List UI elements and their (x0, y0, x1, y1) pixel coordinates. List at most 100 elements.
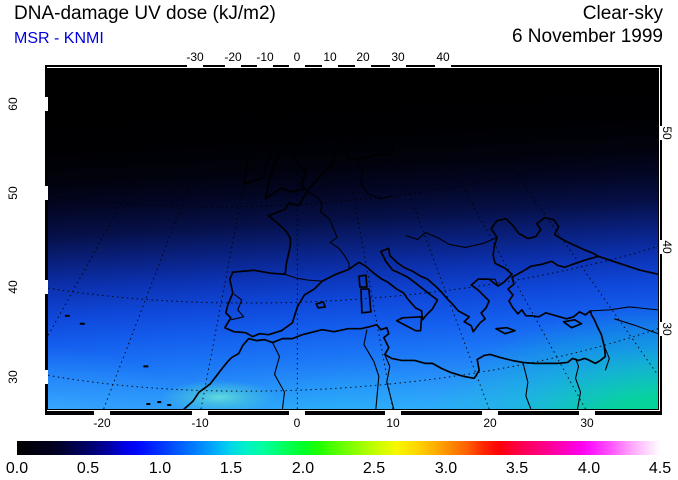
island-sardinia (360, 288, 372, 314)
europe-map-svg (48, 69, 658, 409)
right-axis-tick-label: 40 (660, 240, 674, 254)
bottom-axis-tick-label: 30 (580, 416, 594, 430)
left-axis-tick-label: 30 (6, 370, 20, 384)
border-tunisia-libya (384, 354, 395, 409)
left-axis-tick-label: 40 (6, 280, 20, 294)
island-mallorca (315, 301, 327, 309)
right-axis-tick-label: 50 (660, 126, 674, 140)
border-danube (405, 232, 498, 248)
meridian--30 (48, 69, 197, 337)
colorbar-tick-label: 3.0 (434, 460, 458, 477)
coastline-layer (183, 69, 658, 409)
bottom-axis-tick-mark (579, 411, 595, 415)
border-nile (574, 358, 582, 409)
coast-black-sea (490, 216, 600, 276)
bottom-axis-tick-mark (482, 411, 498, 415)
axis-line-top (45, 65, 662, 67)
top-axis-tick-label: -10 (256, 50, 274, 64)
axis-line-left (45, 65, 47, 415)
colorbar (17, 441, 660, 455)
bottom-axis-tick-mark (289, 411, 305, 415)
left-axis-tick-label: 60 (6, 97, 20, 111)
atlas-bright-patch (161, 380, 277, 409)
meridian--10 (200, 69, 267, 409)
bottom-axis-tick-mark (94, 411, 110, 415)
sky-condition-label: Clear-sky (582, 3, 663, 24)
colorbar-tick-label: 1.5 (219, 460, 243, 477)
left-axis-tick-mark (45, 370, 48, 384)
graticule-layer (48, 69, 658, 409)
bottom-axis-tick-label: 0 (293, 416, 301, 430)
top-axis-tick-mark (257, 65, 273, 68)
left-axis-tick-label: 50 (6, 186, 20, 200)
border-layer (230, 158, 658, 409)
island-corsica (358, 274, 368, 288)
colorbar-tick-label: 2.0 (291, 460, 315, 477)
top-axis-tick-label: 20 (356, 50, 370, 64)
colorbar-tick-label: 4.5 (648, 460, 672, 477)
top-axis-tick-mark (435, 65, 451, 68)
page-title: DNA-damage UV dose (kJ/m2) (14, 3, 276, 24)
meridian-20 (362, 69, 490, 409)
coast-europe-mainland (223, 97, 513, 338)
axis-line-bottom (45, 411, 662, 415)
bottom-axis-tick-label: -20 (93, 416, 111, 430)
top-axis-tick-label: 40 (436, 50, 450, 64)
left-axis-tick-mark (45, 97, 48, 111)
top-axis-tick-mark (187, 65, 203, 68)
parallel-50 (48, 134, 658, 208)
colorbar-tick-label: 0.0 (5, 460, 29, 477)
border-france-east (308, 191, 350, 270)
colorbar-tick-label: 3.5 (505, 460, 529, 477)
top-axis-tick-label: 30 (391, 50, 405, 64)
meridian--20 (103, 69, 235, 409)
small-islands-layer (64, 314, 172, 407)
border-pyrenees (284, 273, 323, 282)
border-libya-egypt (522, 362, 532, 409)
island-crete (495, 326, 516, 335)
border-algeria-tunisia (363, 329, 380, 409)
island-cyprus (562, 318, 583, 329)
top-axis-tick-mark (322, 65, 338, 68)
parallel-60 (48, 69, 500, 114)
right-axis-tick-mark (659, 240, 662, 254)
uv-dose-field (48, 69, 658, 409)
coast-africa-levant-turkey (183, 255, 658, 409)
border-syria-iraq (614, 318, 658, 335)
border-turkey-syria (590, 306, 658, 312)
left-axis-tick-mark (45, 186, 48, 200)
parallel-30 (48, 328, 658, 392)
island-ireland (242, 145, 273, 185)
colorbar-tick-label: 0.5 (76, 460, 100, 477)
colorbar-tick-label: 1.0 (148, 460, 172, 477)
border-israel-jordan (603, 346, 610, 371)
colorbar-tick-label: 4.0 (577, 460, 601, 477)
top-axis-tick-mark (390, 65, 406, 68)
top-axis-tick-mark (289, 65, 305, 68)
top-axis-tick-mark (355, 65, 371, 68)
border-portugal-spain (230, 293, 245, 321)
meridian-10 (329, 69, 394, 409)
bottom-axis-tick-mark (385, 411, 401, 415)
bottom-axis-tick-label: 20 (483, 416, 497, 430)
parallel-40 (48, 245, 658, 304)
bottom-axis-tick-label: -10 (191, 416, 209, 430)
colorbar-tick-label: 2.5 (362, 460, 386, 477)
border-morocco-algeria (272, 342, 285, 409)
top-axis-tick-label: -30 (186, 50, 204, 64)
right-axis-tick-mark (659, 322, 662, 336)
top-axis-tick-label: -20 (224, 50, 242, 64)
map-panel (47, 68, 659, 410)
map-source: MSR - KNMI (14, 30, 104, 47)
top-axis-tick-mark (225, 65, 241, 68)
bottom-axis-tick-label: 10 (386, 416, 400, 430)
meridian-30 (397, 69, 586, 409)
top-axis-tick-label: 10 (323, 50, 337, 64)
top-axis-tick-label: 0 (293, 50, 301, 64)
bottom-axis-tick-mark (192, 411, 208, 415)
coast-scandinavia (315, 69, 387, 147)
left-axis-tick-mark (45, 280, 48, 294)
border-germany-poland (356, 158, 393, 200)
right-axis-tick-mark (659, 126, 662, 140)
